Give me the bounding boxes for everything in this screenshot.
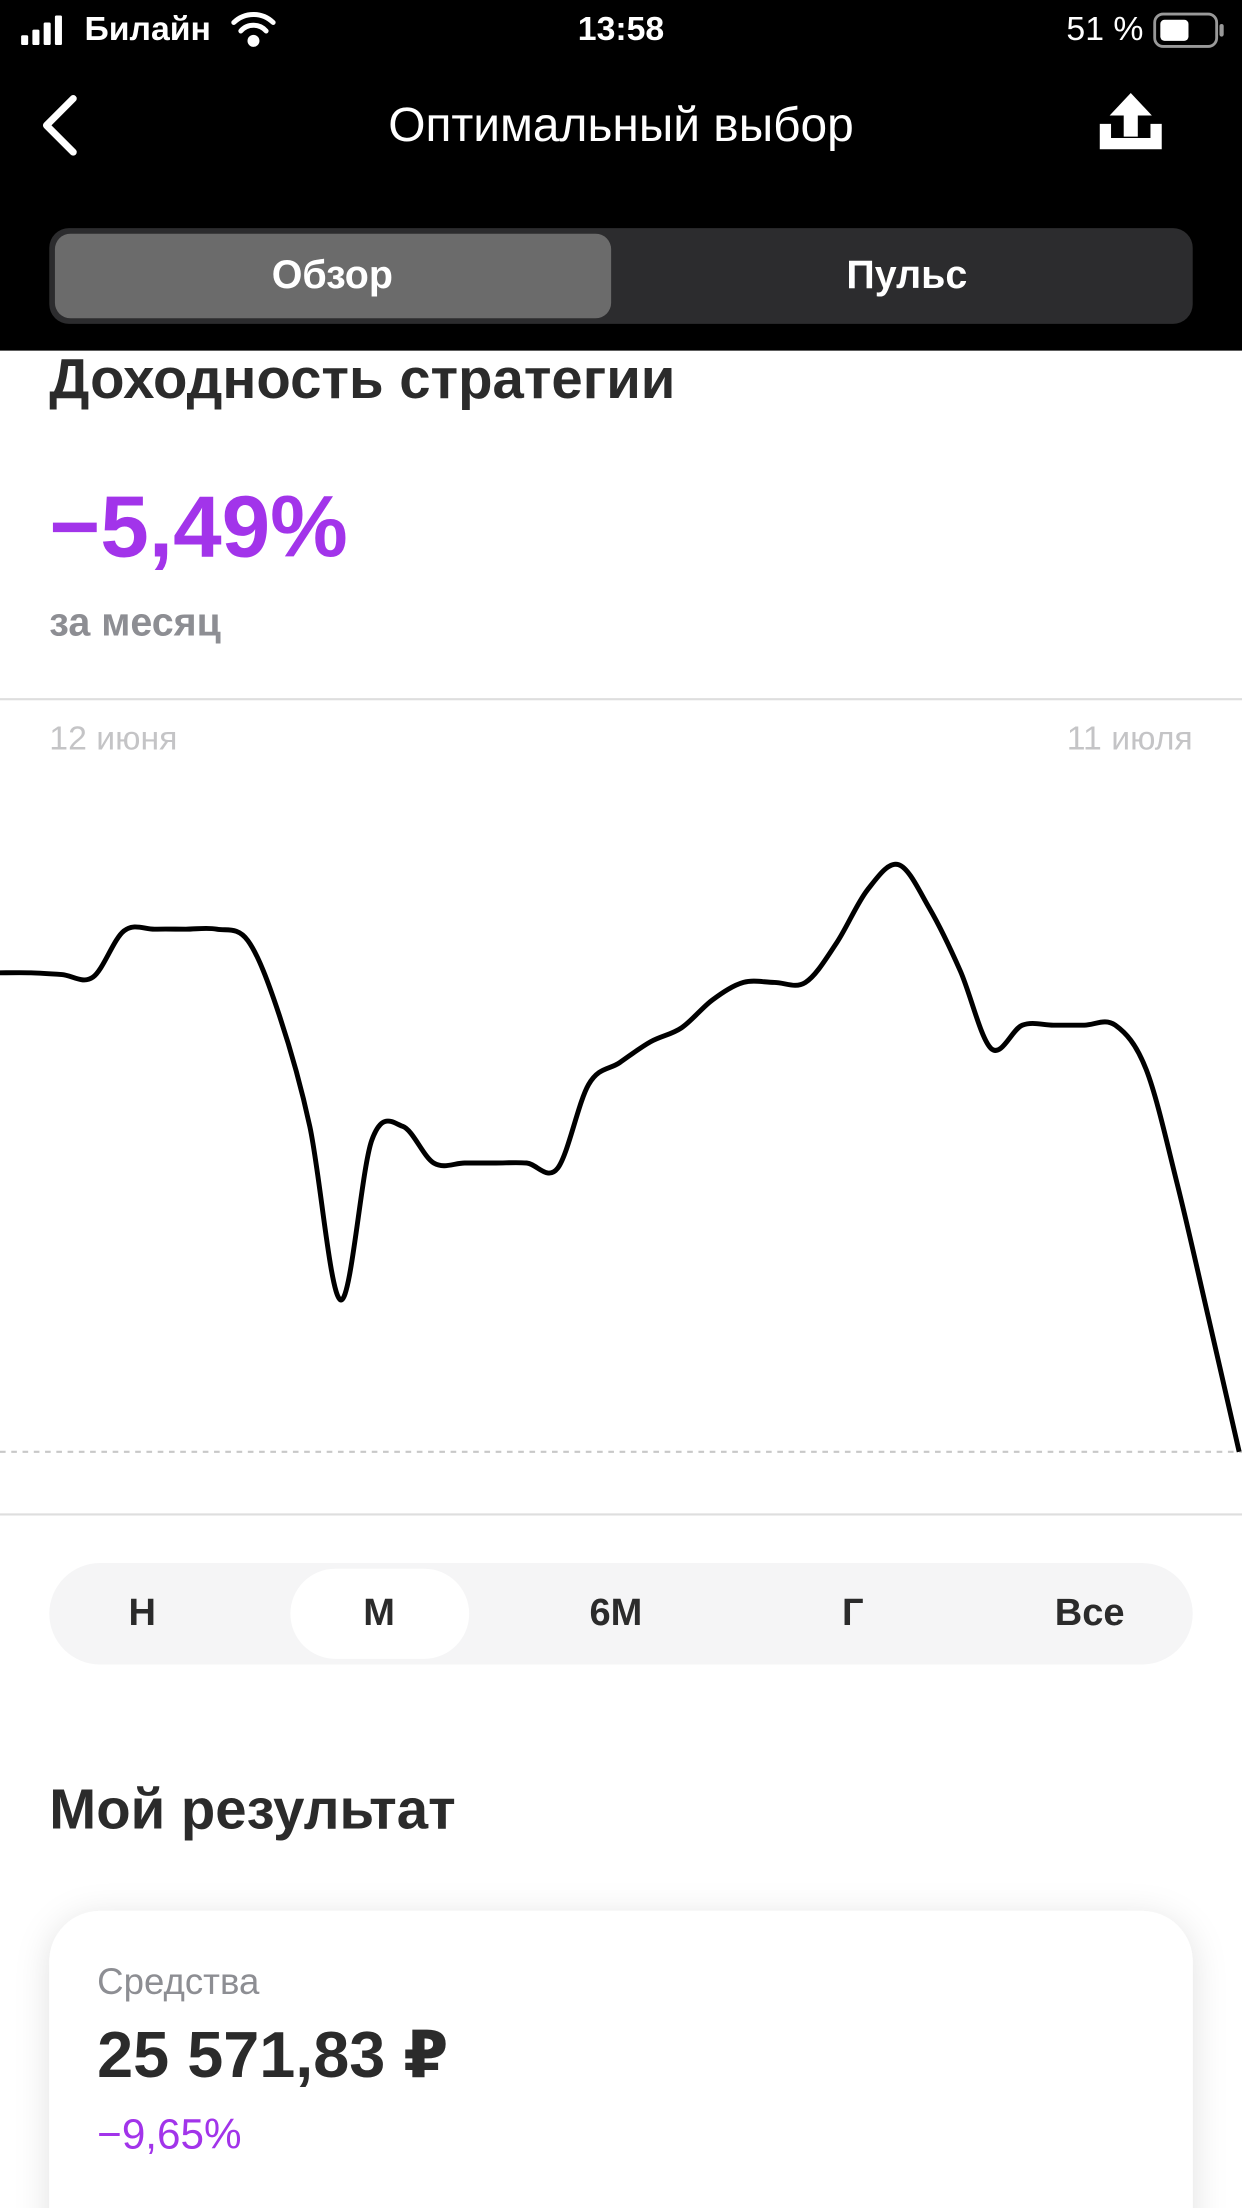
chart: 12 июня 11 июля [0,720,1242,1453]
return-line [0,861,1242,1453]
tab[interactable]: Обзор [272,253,393,297]
period-list: Н М 6М Г Все [128,1568,1125,1659]
period-option[interactable]: Все [1055,1592,1125,1634]
period-selected [290,1568,470,1659]
battery-icon [1153,12,1224,48]
carrier: Билайн [84,10,210,48]
card-change: −9,65% [97,2111,241,2158]
card-label: Средства [97,1961,260,2002]
section-title: Мой результат [49,1778,455,1841]
signal-icon [21,15,62,46]
share-button[interactable] [1099,92,1162,150]
back-button[interactable] [42,95,77,156]
screen-title: Оптимальный выбор [388,99,854,152]
card-amount: 25 571,83 ₽ [97,2018,448,2091]
period-option[interactable]: Н [128,1592,155,1634]
period-option[interactable]: М [363,1592,395,1634]
x-label: 11 июля [1067,720,1193,758]
section-title: Доходность стратегии [49,347,675,410]
x-label: 12 июня [49,720,177,758]
result-card [49,1910,1193,2208]
strategy-return: −5,49% [49,478,348,576]
period-option[interactable]: Г [842,1592,864,1634]
return-period: за месяц [49,601,221,645]
period-option[interactable]: 6М [590,1592,643,1634]
battery-level: 51 % [1066,10,1143,48]
clock: 13:58 [578,10,664,48]
wifi-icon [231,12,276,47]
tab[interactable]: Пульс [846,253,967,297]
segment-selected [54,233,612,319]
